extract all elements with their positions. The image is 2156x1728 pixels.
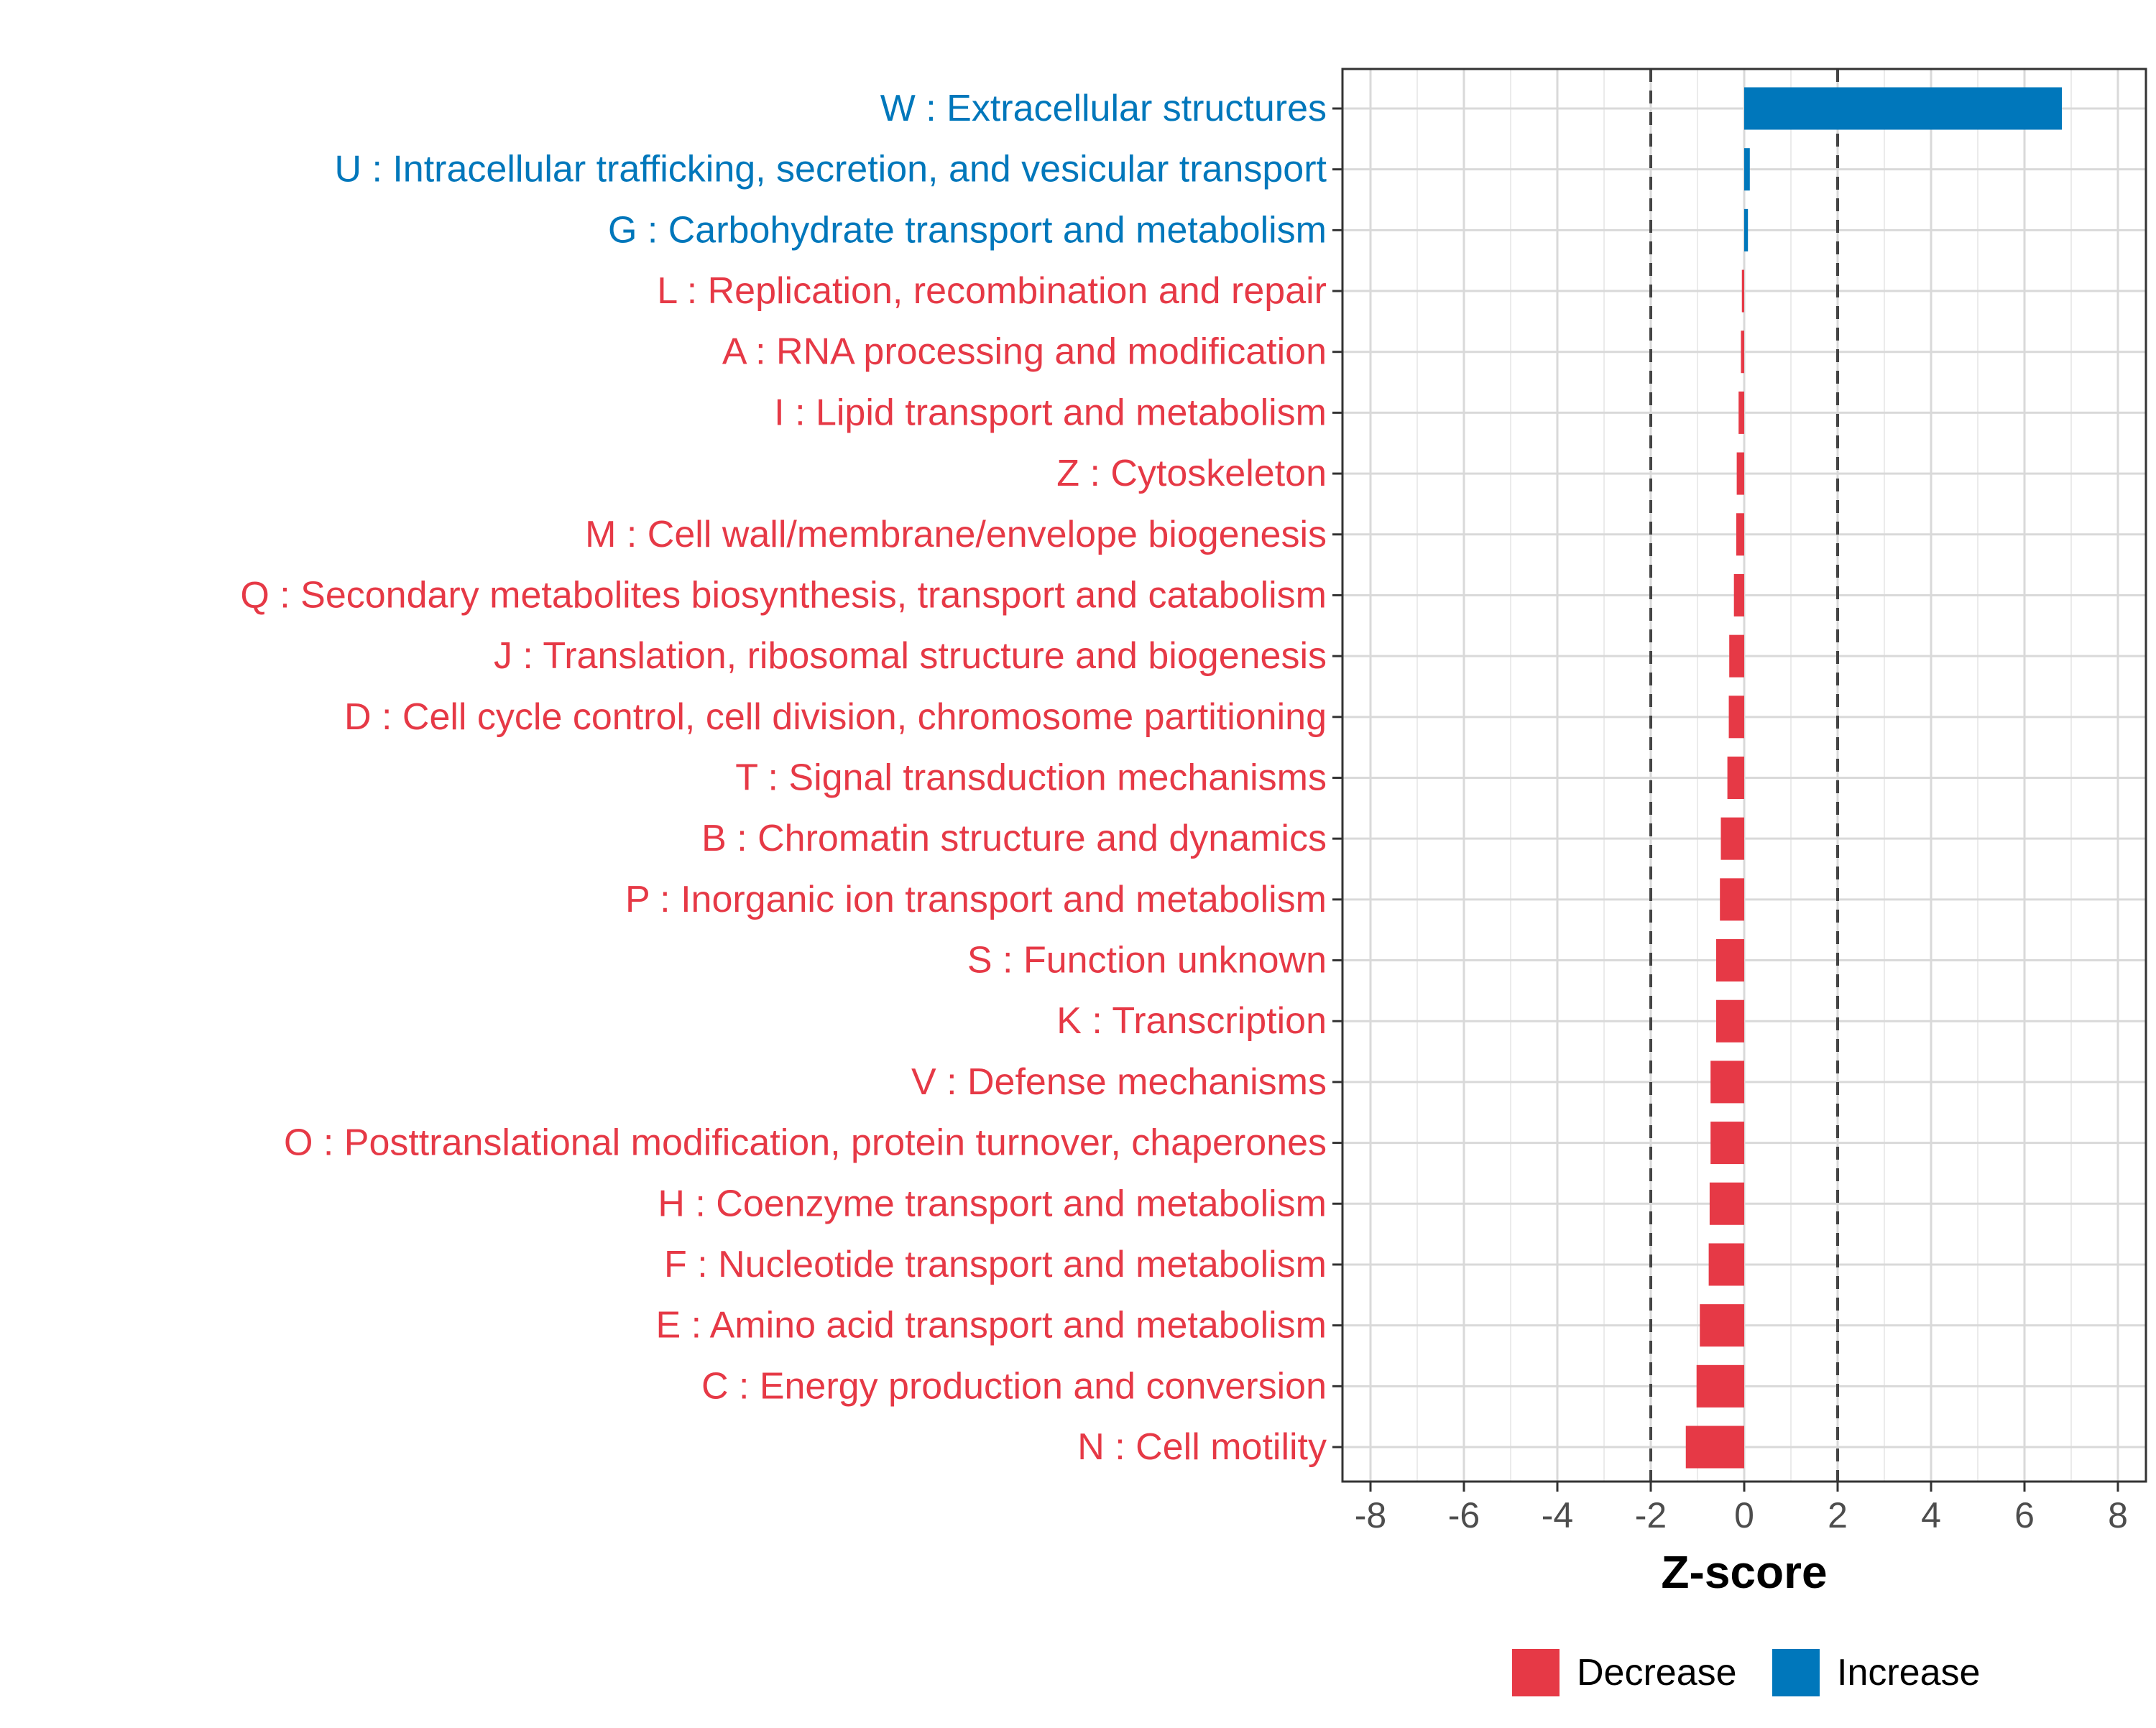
category-label: V : Defense mechanisms [911,1061,1327,1103]
legend-label: Increase [1837,1652,1980,1694]
x-tick-label: 8 [2108,1495,2128,1535]
bars [1685,87,2062,1469]
x-tick-label: -4 [1542,1495,1573,1535]
bar [1700,1304,1744,1347]
category-label: C : Energy production and conversion [701,1365,1327,1407]
bar [1716,999,1744,1043]
x-tick-label: -8 [1355,1495,1386,1535]
bar [1744,208,1749,251]
bar [1708,1243,1744,1286]
legend: Decrease Increase [1512,1649,1980,1696]
x-tick-label: 0 [1734,1495,1754,1535]
bar [1716,939,1744,982]
bar [1738,391,1744,434]
bar [1709,1182,1744,1225]
category-label: H : Coenzyme transport and metabolism [658,1183,1327,1224]
x-tick-label: -6 [1448,1495,1480,1535]
category-label: B : Chromatin structure and dynamics [701,818,1327,859]
bar [1741,269,1744,313]
category-label: G : Carbohydrate transport and metabolis… [608,209,1327,251]
legend-label: Decrease [1577,1652,1737,1694]
category-label: S : Function unknown [967,940,1327,981]
category-label: N : Cell motility [1077,1426,1327,1468]
x-tick-label: 6 [2014,1495,2035,1535]
bar [1728,696,1744,739]
bar [1710,1122,1744,1165]
category-label: A : RNA processing and modification [722,331,1327,373]
category-label: M : Cell wall/membrane/envelope biogenes… [585,514,1327,555]
category-label: J : Translation, ribosomal structure and… [494,635,1327,677]
category-label: O : Posttranslational modification, prot… [284,1122,1327,1164]
bar [1744,87,2062,130]
x-axis: -8 -6 -4 -2 0 2 4 6 8 [1355,1482,2128,1535]
bar [1736,452,1744,495]
bar [1733,573,1744,616]
bar [1727,757,1744,799]
category-label: L : Replication, recombination and repai… [657,270,1327,312]
x-tick-label: 4 [1921,1495,1941,1535]
bar [1685,1426,1744,1469]
category-label: E : Amino acid transport and metabolism [655,1305,1327,1346]
bar [1696,1364,1744,1408]
category-label: D : Cell cycle control, cell division, c… [344,696,1327,738]
category-label: Q : Secondary metabolites biosynthesis, … [240,574,1327,616]
category-label: K : Transcription [1056,1000,1327,1042]
bar [1736,513,1744,556]
y-axis: W : Extracellular structures U : Intracel… [240,88,1342,1468]
category-label: P : Inorganic ion transport and metaboli… [625,879,1327,920]
bar [1710,1061,1744,1104]
bar [1741,331,1744,374]
category-label: U : Intracellular trafficking, secretion… [334,149,1327,190]
category-label: I : Lipid transport and metabolism [774,392,1327,433]
bar [1744,148,1750,191]
bar [1720,878,1744,921]
bar [1729,634,1744,678]
x-axis-title: Z-score [1661,1546,1827,1598]
legend-swatch [1772,1649,1820,1696]
category-label: T : Signal transduction mechanisms [735,757,1327,799]
x-tick-label: -2 [1635,1495,1667,1535]
legend-swatch [1512,1649,1560,1696]
x-tick-label: 2 [1828,1495,1848,1535]
category-label: Z : Cytoskeleton [1056,453,1327,494]
category-label: W : Extracellular structures [880,88,1327,129]
category-label: F : Nucleotide transport and metabolism [664,1244,1327,1285]
bar [1720,817,1744,860]
